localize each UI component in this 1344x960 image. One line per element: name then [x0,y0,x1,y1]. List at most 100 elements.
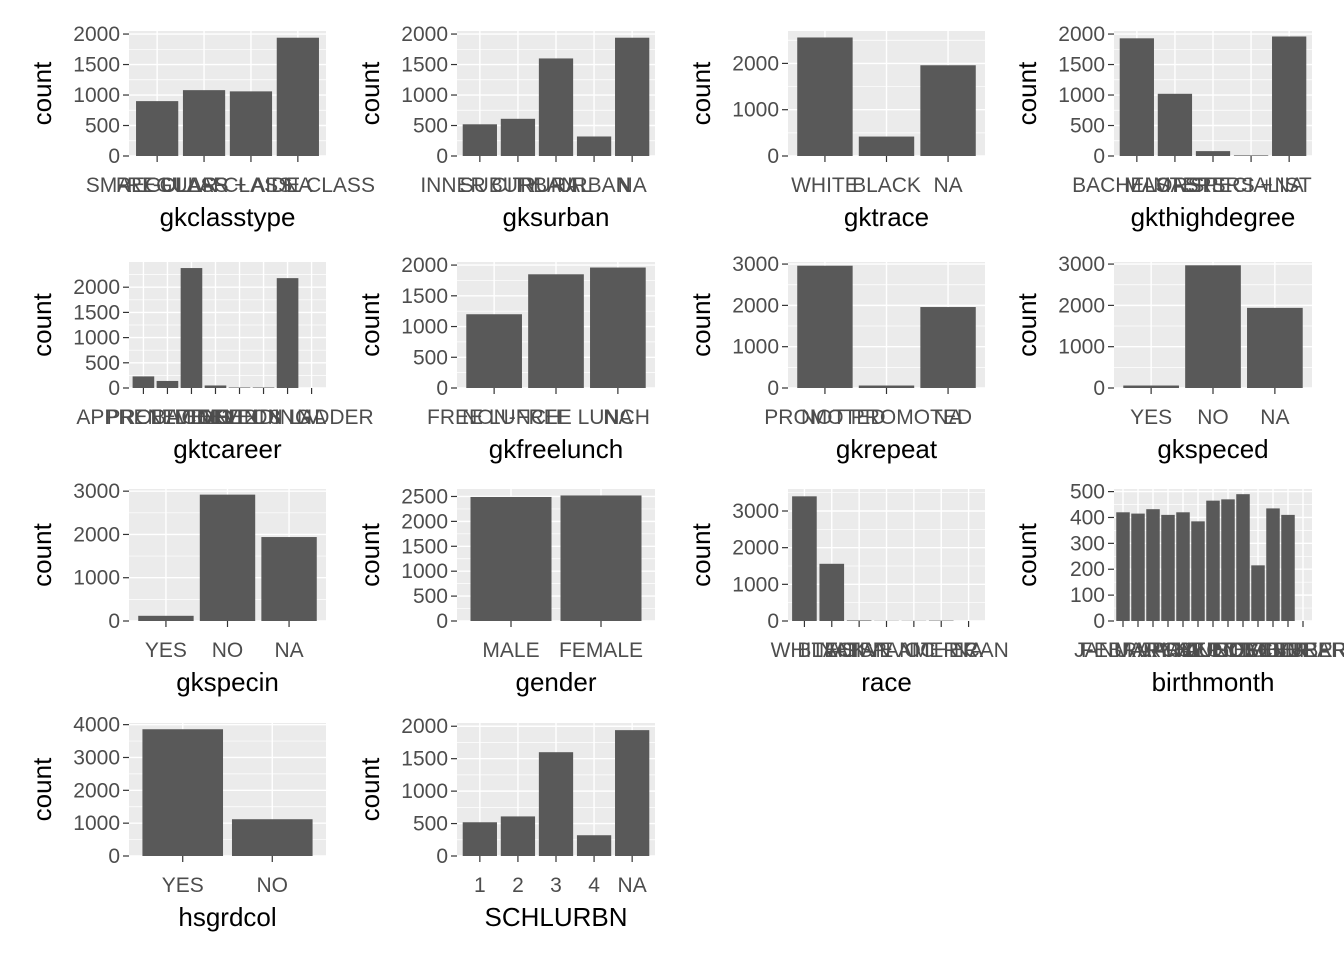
bar [276,37,319,156]
x-axis-title: gkrepeat [836,434,938,464]
x-tick-label: MARCH [1115,639,1192,662]
x-tick-label: LEVEL 2 [174,406,256,429]
x-axis-title: gender [516,667,597,697]
y-tick-label: 3000 [732,500,779,523]
bar [1185,265,1241,388]
y-tick-label: 2000 [401,23,448,46]
bar [180,268,203,388]
y-tick-label: 500 [413,813,448,836]
x-tick-label: DECEMBER [1228,639,1344,662]
y-tick-label: 2000 [73,523,120,546]
y-axis-title: count [355,292,385,356]
bar [590,267,646,388]
x-tick-label: HISPANIC [838,639,936,662]
y-axis-title: count [1012,522,1042,586]
x-tick-label: 2 [512,874,524,897]
x-tick-label: MASTERS [1124,174,1226,197]
x-tick-label: URBAN [557,174,631,197]
x-tick-label: BLACK [852,174,921,197]
x-axis-title: gkspecin [176,667,279,697]
y-tick-label: 0 [108,377,120,400]
x-tick-label: MAY [1161,639,1205,662]
y-axis-title: count [27,757,57,821]
x-axis-title: gkclasstype [160,202,296,232]
facet-gkthighdegree: 0 500 1000 1500 2000 BACHELORSMASTERSMASTERS … [1012,23,1312,232]
x-tick-label: NA [618,174,647,197]
y-tick-label: 0 [767,377,779,400]
bar [615,730,650,856]
x-tick-label: NOT ON LADDER [201,406,373,429]
bar [276,278,299,388]
x-tick-label: YES [1130,406,1172,429]
x-tick-label: NATIVE AMERICAN [819,639,1009,662]
bar [819,563,845,621]
x-tick-label: BLACK [797,639,866,662]
x-tick-label: 4 [588,874,600,897]
bar [1233,155,1269,156]
x-tick-label: YES [145,639,187,662]
bar [846,620,872,621]
y-tick-label: 500 [413,585,448,608]
bar [1161,514,1175,621]
y-tick-label: 0 [108,145,120,168]
bar [1157,93,1193,156]
x-tick-label: NA [297,406,326,429]
x-tick-label: NOVEMBER [1213,639,1333,662]
x-tick-label: PENDING [216,406,312,429]
y-tick-label: 1000 [1058,336,1105,359]
x-axis-title: gksurban [503,202,610,232]
y-tick-label: 2000 [73,276,120,299]
bar [858,136,915,156]
bar [858,385,915,388]
bar [538,752,574,856]
y-tick-label: 1000 [732,336,779,359]
y-tick-label: 0 [1093,377,1105,400]
x-tick-label: FEBURARY [1246,639,1344,662]
y-tick-label: 1500 [401,54,448,77]
y-tick-label: 1500 [1058,54,1105,77]
y-tick-label: 1000 [73,327,120,350]
y-tick-label: 100 [1070,584,1105,607]
x-tick-label: LEVEL 1 [150,406,232,429]
y-tick-label: 2000 [401,715,448,738]
y-tick-label: 3000 [732,253,779,276]
x-tick-label: FEMALE [559,639,643,662]
y-tick-label: 0 [767,145,779,168]
x-tick-label: REGULAR + AIDE CLASS [127,174,375,197]
x-tick-label: NA [603,406,632,429]
x-axis-title: gktrace [844,202,929,232]
x-tick-label: WHITE [771,639,839,662]
x-axis-title: gktcareer [173,434,282,464]
y-tick-label: 0 [436,610,448,633]
facet-hsgrdcol: 0 1000 2000 3000 4000 YES NO hsgrdcol count [27,714,326,932]
y-tick-label: 1000 [401,84,448,107]
x-tick-label: APPRENTICE [76,406,210,429]
bar [797,265,853,388]
x-tick-label: ASIAN [828,639,891,662]
bar [1266,508,1280,621]
x-tick-label: APRIL [1138,639,1199,662]
facet-gkspeced: 0 1000 2000 3000 YES NO NA gkspeced count [1012,253,1312,464]
bar [1191,521,1205,621]
x-tick-label: FREE LUNCH [427,406,561,429]
facet-SCHLURBN: 0 500 1000 1500 2000 1 2 3 4 NA SCHLURBN count [355,715,655,932]
y-tick-label: 2000 [1058,23,1105,46]
bar [528,274,584,388]
y-tick-label: 1000 [732,573,779,596]
x-tick-label: SEPTEMBER [1178,639,1308,662]
bar [231,819,313,856]
y-tick-label: 1000 [401,316,448,339]
x-tick-label: FEBRUARY [1081,639,1195,662]
y-tick-label: 2000 [732,294,779,317]
y-tick-label: 0 [108,610,120,633]
y-tick-label: 1000 [732,99,779,122]
bar [1251,565,1265,621]
x-tick-label: NA [933,406,962,429]
y-tick-label: 500 [85,115,120,138]
y-tick-label: 500 [413,115,448,138]
bar [538,58,574,156]
